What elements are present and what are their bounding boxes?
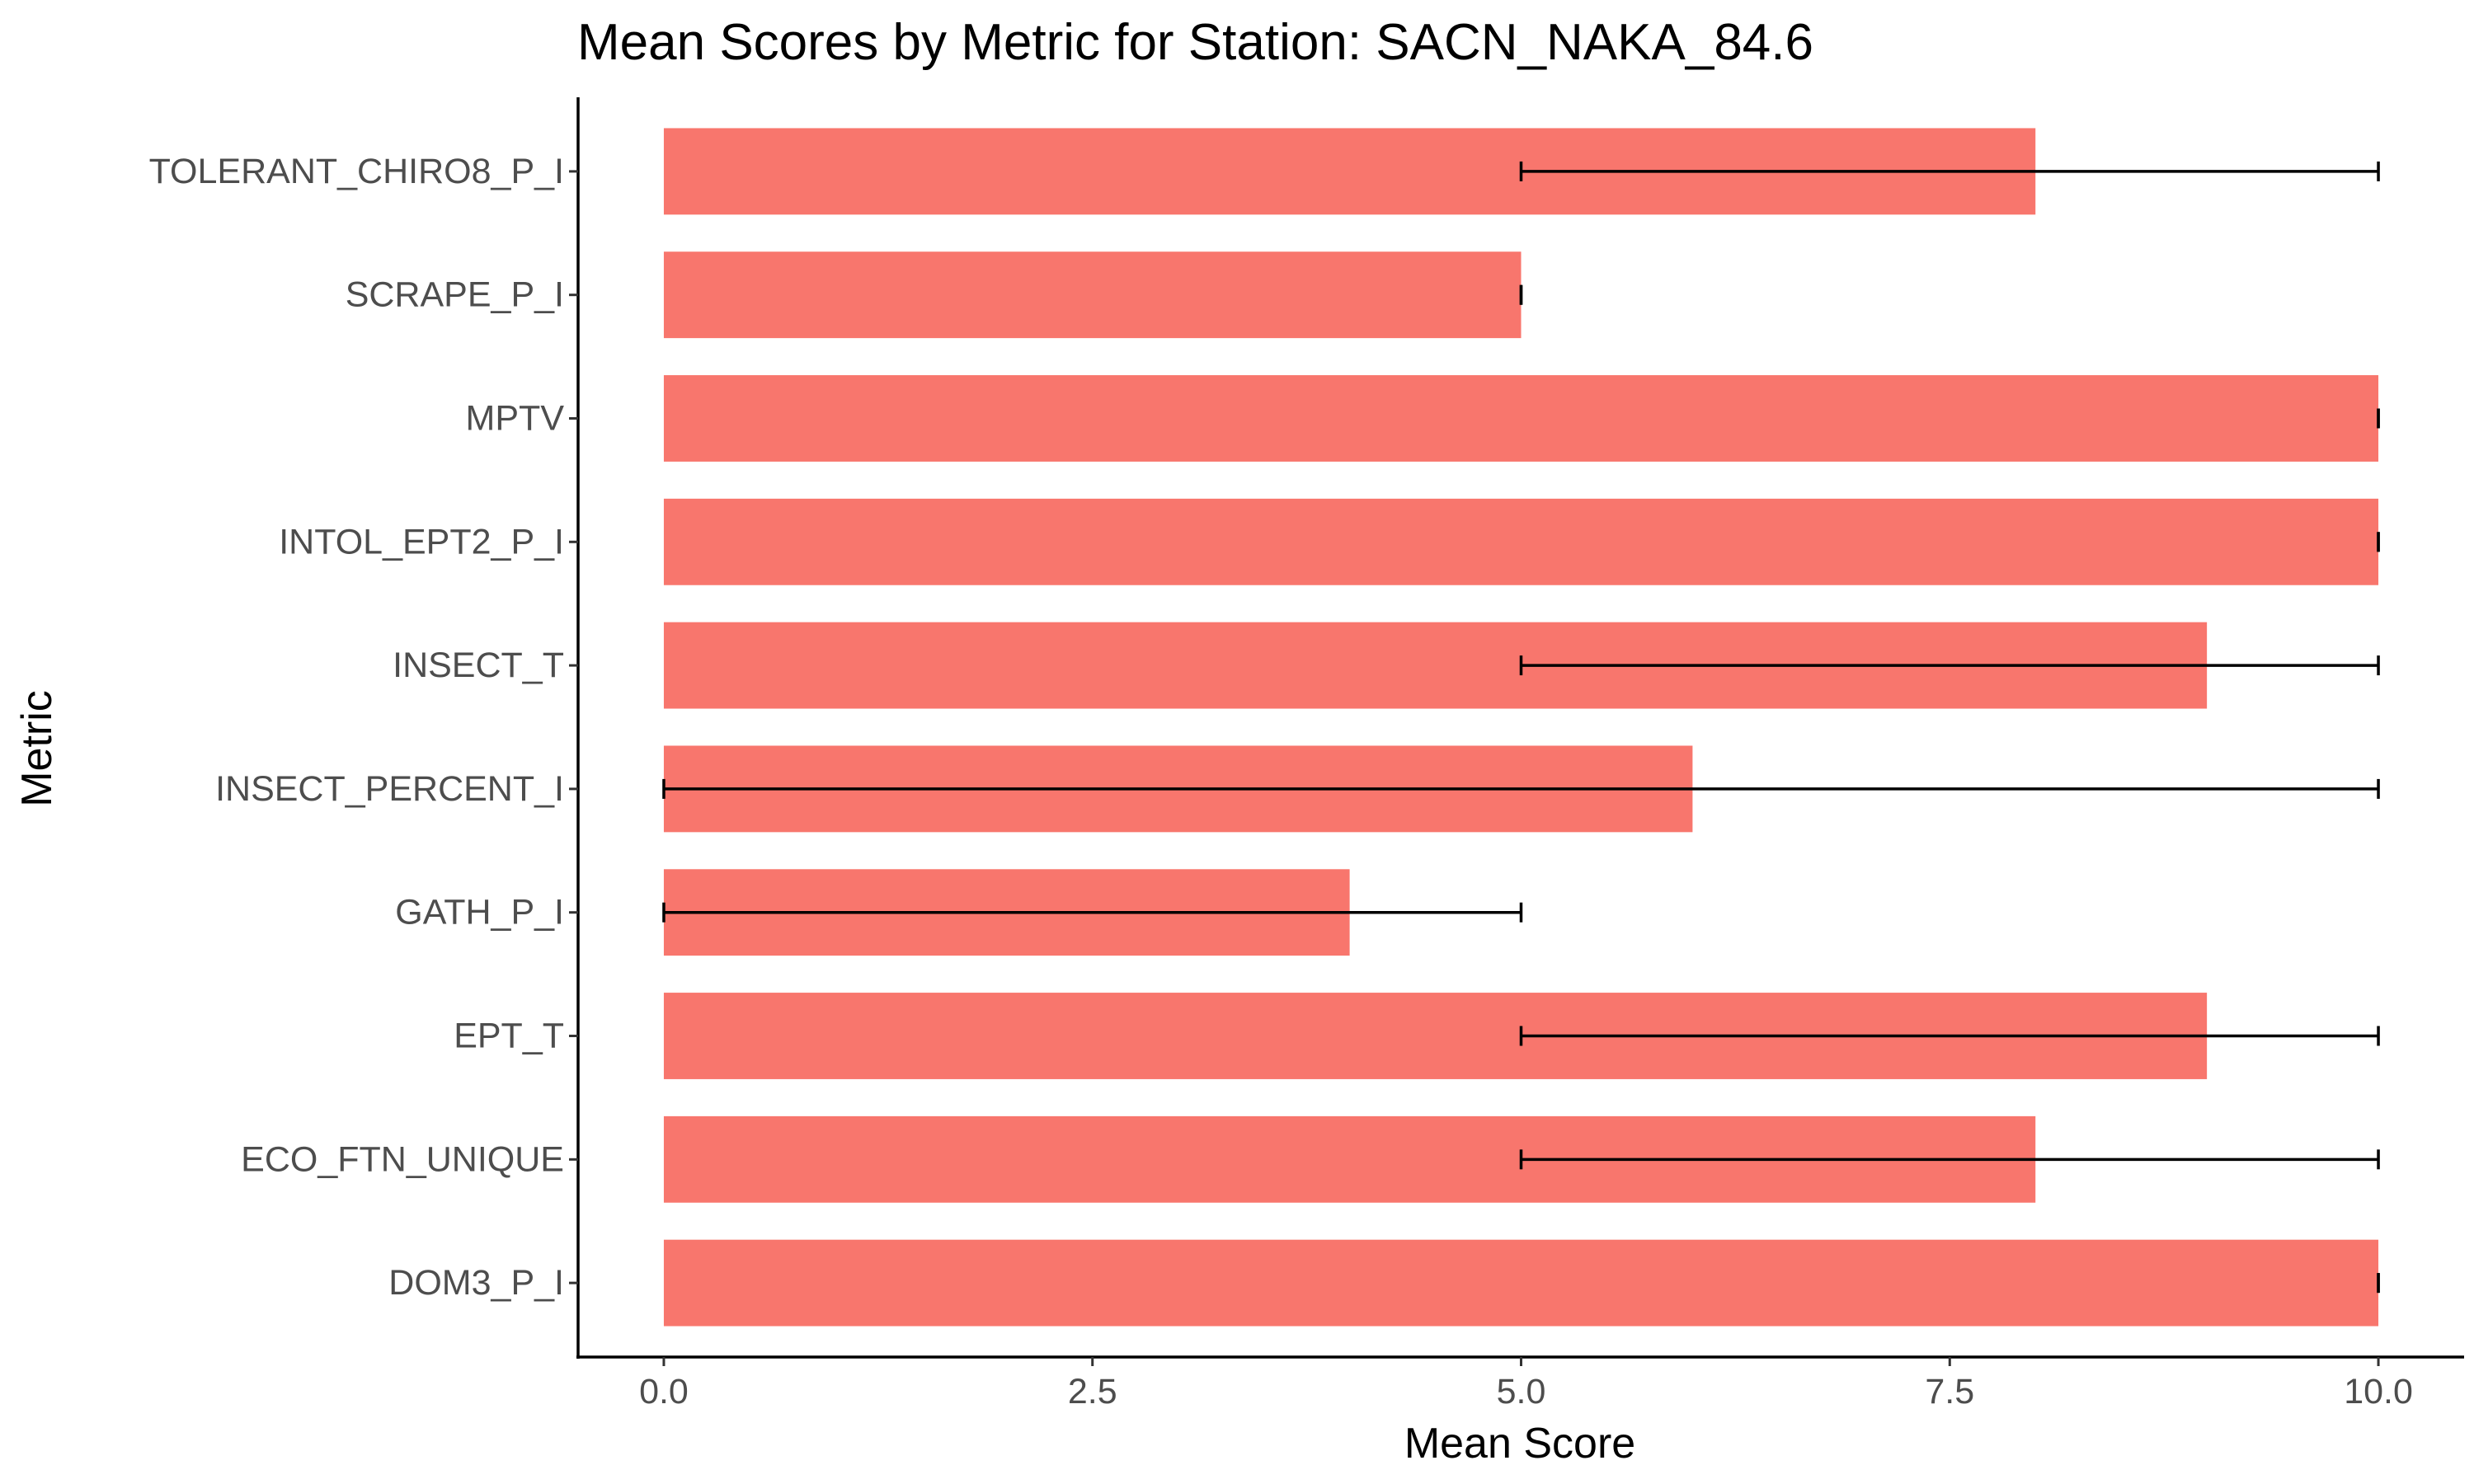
y-tick-label-dom3-p-i: DOM3_P_I [388,1263,564,1303]
x-axis-title: Mean Score [1404,1420,1635,1468]
bar-intol-ept2-p-i [663,498,2379,585]
y-tick-label-intol-ept2-p-i: INTOL_EPT2_P_I [279,522,564,561]
error-bar-ept-t [1519,1026,2380,1046]
chart-title: Mean Scores by Metric for Station: SACN_… [577,14,1813,71]
bar-mptv [663,375,2379,462]
bar-dom3-p-i [663,1239,2379,1327]
x-tick-label: 5.0 [1497,1372,1546,1411]
x-tick-label: 10.0 [2344,1372,2413,1411]
x-axis-ticks: 0.0 2.5 5.0 7.5 10.0 [639,1357,2413,1411]
x-tick-label: 2.5 [1068,1372,1117,1411]
y-axis-ticks: DOM3_P_I ECO_FTN_UNIQUE EPT_T GATH_P_I INSEC… [149,152,578,1303]
y-tick-label-insect-t: INSECT_T [393,646,564,685]
y-tick-label-tolerant-chiro8-p-i: TOLERANT_CHIRO8_P_I [149,152,564,191]
error-bar-tolerant-chiro8-p-i [1519,161,2380,181]
y-tick-label-insect-percent-i: INSECT_PERCENT_I [215,769,564,809]
y-tick-label-mptv: MPTV [466,398,565,438]
error-bar-insect-t [1519,655,2380,676]
error-bars-layer [662,161,2380,1294]
error-bar-eco-ftn-unique [1519,1149,2380,1170]
y-tick-label-gath-p-i: GATH_P_I [395,893,564,932]
y-tick-label-scrape-p-i: SCRAPE_P_I [346,275,564,315]
y-tick-label-ept-t: EPT_T [454,1017,564,1056]
x-tick-label: 0.0 [639,1372,689,1411]
bar-scrape-p-i [663,251,1522,339]
error-bar-gath-p-i [662,902,1523,923]
error-bar-insect-percent-i [662,778,2380,799]
y-tick-label-eco-ftn-unique: ECO_FTN_UNIQUE [241,1139,564,1179]
x-tick-label: 7.5 [1925,1372,1974,1411]
bars-layer [663,128,2379,1327]
y-axis-title: Metric [13,690,61,807]
